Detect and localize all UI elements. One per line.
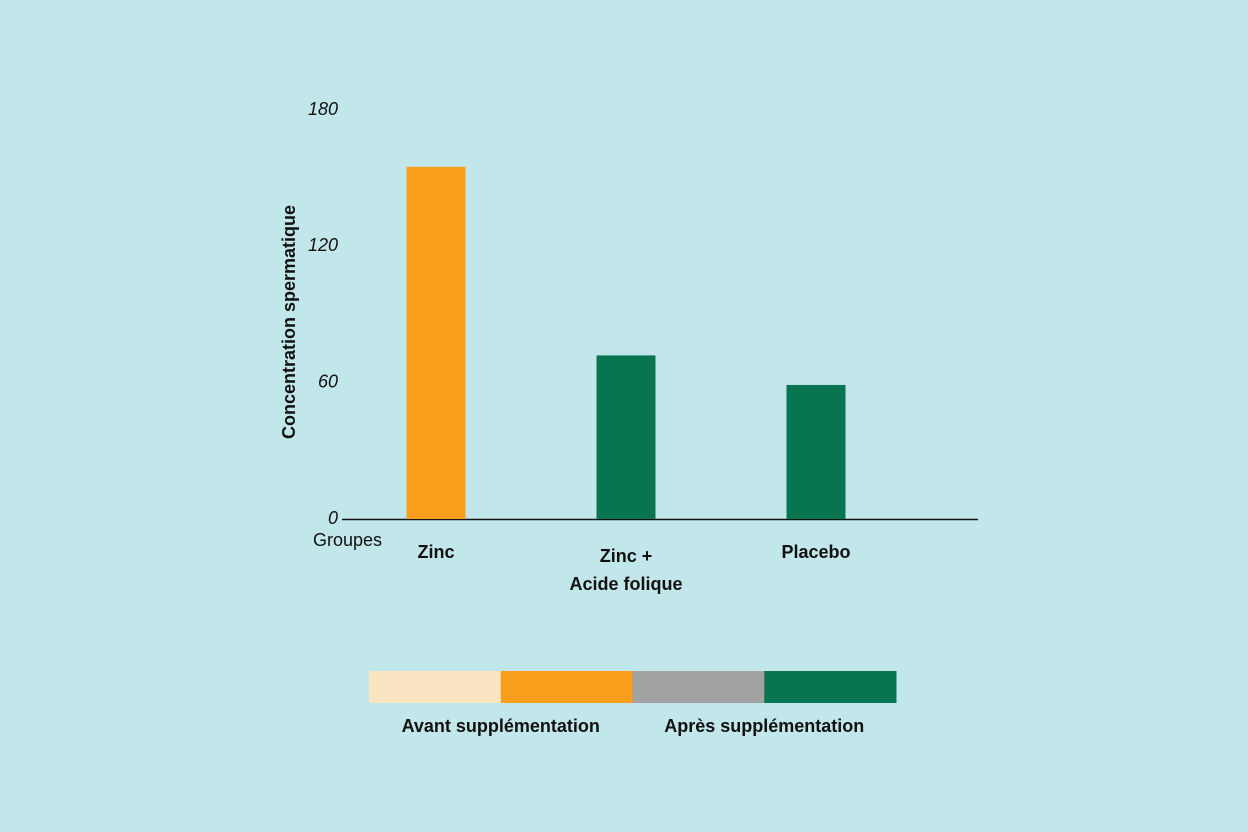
y-axis-label: Concentration spermatique — [279, 205, 299, 439]
legend-label: Après supplémentation — [664, 716, 864, 736]
legend-label: Avant supplémentation — [402, 716, 600, 736]
y-tick-label: 60 — [318, 371, 338, 391]
legend-swatch — [500, 671, 633, 703]
y-tick-label: 120 — [308, 235, 338, 255]
x-axis-label: Groupes — [313, 530, 382, 550]
x-tick-label: Placebo — [781, 542, 851, 562]
y-tick-label: 180 — [308, 99, 338, 119]
bar — [786, 384, 846, 519]
bar — [596, 355, 656, 519]
bar — [406, 166, 466, 520]
legend-swatch — [764, 671, 897, 703]
legend-swatch — [632, 671, 765, 703]
y-tick-label: 0 — [328, 508, 338, 528]
x-tick-label: Zinc + Acide folique — [569, 546, 683, 594]
legend-swatch — [369, 671, 502, 703]
x-tick-label: Zinc — [417, 542, 455, 562]
